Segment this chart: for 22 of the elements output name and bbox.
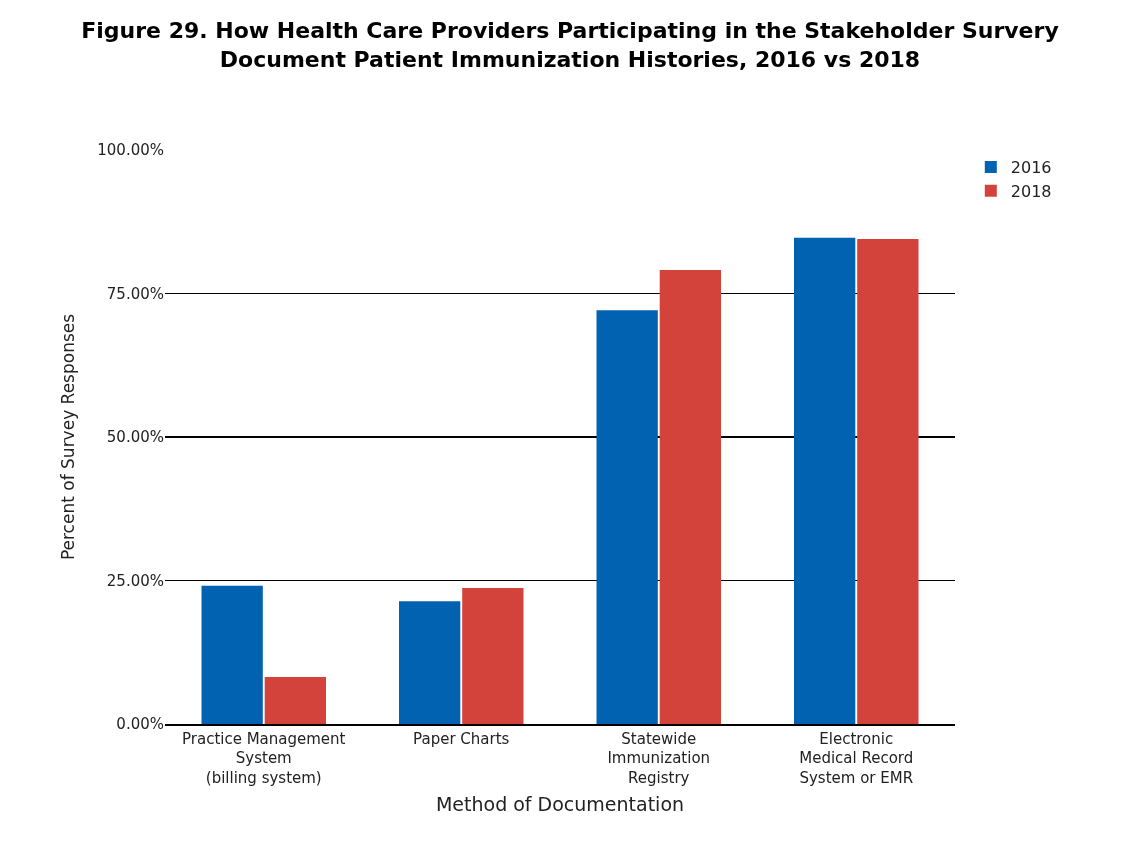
bar	[794, 237, 856, 724]
x-tick-label: Electronic Medical Record System or EMR	[799, 729, 914, 787]
bar	[201, 585, 263, 724]
y-axis-title: Percent of Survey Responses	[57, 313, 78, 561]
x-tick-label: Paper Charts	[413, 729, 510, 748]
chart-title: Figure 29. How Health Care Providers Participating in the Stakeholder Survery Document Patient Immunization Histories, 2016 vs 2018	[81, 18, 1059, 72]
legend-label: 2016	[1010, 158, 1052, 178]
x-axis-title: Method of Documentation	[435, 793, 685, 816]
y-tick-label: 50.00%	[106, 428, 164, 447]
x-tick-label: Statewide Immunization Registry	[607, 729, 711, 787]
y-tick-label: 0.00%	[116, 715, 164, 734]
x-tick-label: Practice Management System (billing system)	[182, 729, 346, 787]
bar	[659, 269, 721, 724]
bar	[596, 310, 658, 724]
bar	[399, 601, 461, 724]
bar	[264, 676, 326, 724]
legend-label: 2018	[1010, 181, 1052, 201]
bar	[462, 587, 524, 724]
bar	[857, 238, 919, 724]
y-tick-label: 75.00%	[106, 284, 164, 303]
y-tick-label: 100.00%	[97, 141, 164, 160]
y-tick-label: 25.00%	[106, 571, 164, 590]
